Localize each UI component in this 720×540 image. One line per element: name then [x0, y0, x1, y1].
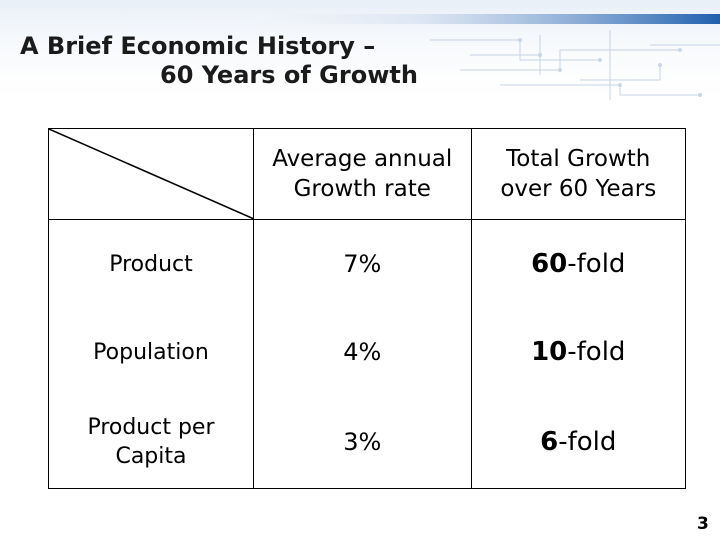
total-growth-cell: 6-fold: [470, 396, 687, 489]
table-row: Product 7% 60-fold: [48, 219, 687, 308]
total-growth-suffix: -fold: [558, 427, 617, 457]
diagonal-divider: [49, 129, 254, 219]
growth-rate-cell: 7%: [252, 219, 472, 308]
column-header-line: Growth rate: [293, 176, 431, 202]
row-label-line: Product per: [87, 415, 215, 440]
row-label-line: Population: [93, 339, 209, 365]
total-growth-suffix: -fold: [567, 337, 626, 367]
header-banner: A Brief Economic History – 60 Years of G…: [0, 0, 720, 110]
column-header-line: Average annual: [272, 146, 453, 172]
column-header-line: over 60 Years: [500, 176, 657, 202]
table-row: Population 4% 10-fold: [48, 308, 687, 396]
column-header-growth-rate: Average annual Growth rate: [252, 128, 472, 220]
table-row: Product per Capita 3% 6-fold: [48, 396, 687, 489]
row-label: Product per Capita: [48, 396, 254, 489]
growth-table: Average annual Growth rate Total Growth …: [48, 128, 687, 489]
row-label-line: Product: [109, 251, 193, 277]
total-growth-suffix: -fold: [567, 249, 626, 279]
circuit-pattern-decoration: [0, 0, 720, 110]
slide-title-line-1: A Brief Economic History –: [20, 32, 376, 60]
growth-rate-cell: 4%: [252, 308, 472, 396]
total-growth-number: 10: [531, 337, 568, 367]
table-header-row: Average annual Growth rate Total Growth …: [48, 128, 687, 220]
table-corner-cell: [48, 128, 254, 220]
slide-title: A Brief Economic History – 60 Years of G…: [20, 32, 418, 90]
total-growth-cell: 10-fold: [470, 308, 687, 396]
total-growth-number: 6: [540, 427, 559, 457]
row-label: Product: [48, 219, 254, 308]
row-label: Population: [48, 308, 254, 396]
row-label-line: Capita: [115, 444, 187, 469]
total-growth-cell: 60-fold: [470, 219, 687, 308]
page-number: 3: [697, 514, 709, 534]
growth-rate-cell: 3%: [252, 396, 472, 489]
column-header-line: Total Growth: [506, 146, 651, 172]
total-growth-number: 60: [531, 249, 568, 279]
column-header-total-growth: Total Growth over 60 Years: [470, 128, 687, 220]
slide-title-line-2: 60 Years of Growth: [160, 61, 418, 89]
